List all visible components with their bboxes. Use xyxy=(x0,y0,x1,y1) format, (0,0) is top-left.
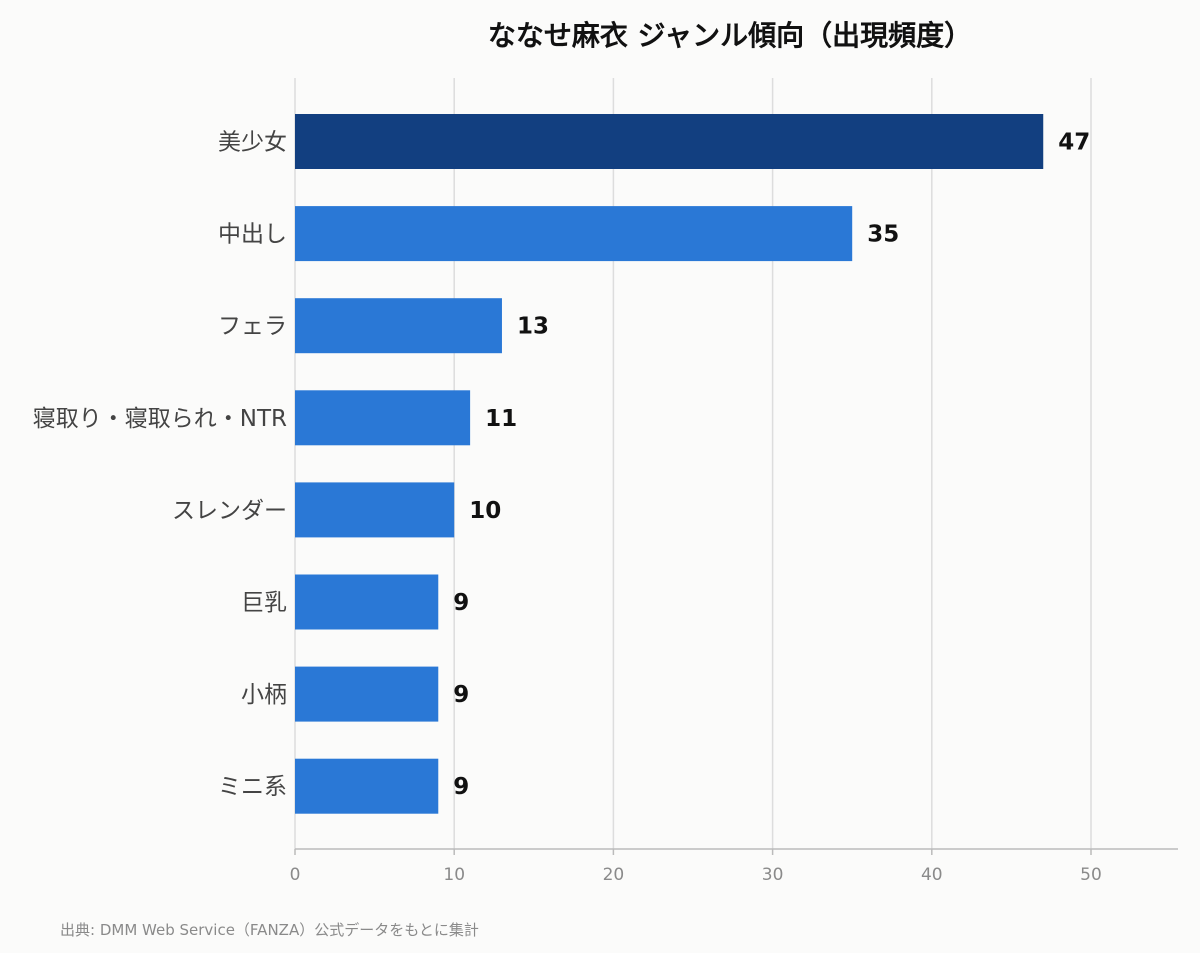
value-label: 10 xyxy=(469,498,501,524)
x-tick-label: 20 xyxy=(603,865,625,885)
value-label: 35 xyxy=(867,222,899,248)
bar xyxy=(295,574,439,630)
x-tick-label: 30 xyxy=(762,865,784,885)
bar xyxy=(295,298,502,354)
category-label: ミニ系 xyxy=(218,774,287,800)
bar xyxy=(295,758,439,814)
category-label: 中出し xyxy=(218,222,287,248)
chart-title: ななせ麻衣 ジャンル傾向（出現頻度） xyxy=(488,19,972,52)
bars xyxy=(295,114,1044,814)
source-note: 出典: DMM Web Service（FANZA）公式データをもとに集計 xyxy=(60,921,479,939)
value-label: 47 xyxy=(1058,130,1090,156)
category-label: 巨乳 xyxy=(241,590,287,616)
bar xyxy=(295,206,853,262)
bar xyxy=(295,482,455,538)
x-tick-label: 0 xyxy=(290,865,301,885)
bar xyxy=(295,114,1044,169)
value-label: 9 xyxy=(453,590,469,616)
category-label: 小柄 xyxy=(241,682,287,708)
category-label: 寝取り・寝取られ・NTR xyxy=(33,406,287,432)
category-label: フェラ xyxy=(218,314,287,340)
value-label: 13 xyxy=(517,314,549,340)
category-label: スレンダー xyxy=(172,498,287,524)
value-label: 11 xyxy=(485,406,517,432)
value-label: 9 xyxy=(453,774,469,800)
grid-lines xyxy=(294,78,1178,855)
category-label: 美少女 xyxy=(218,130,287,156)
x-tick-label: 10 xyxy=(443,865,465,885)
labels: 0 10 20 30 40 50 美少女 47 中出し 35 フェラ 13 寝取り・寝取られ・NTR 11… xyxy=(33,130,1102,886)
bar xyxy=(295,666,439,722)
value-label: 9 xyxy=(453,682,469,708)
x-tick-label: 40 xyxy=(921,865,943,885)
bar xyxy=(295,390,471,446)
x-tick-label: 50 xyxy=(1080,865,1102,885)
